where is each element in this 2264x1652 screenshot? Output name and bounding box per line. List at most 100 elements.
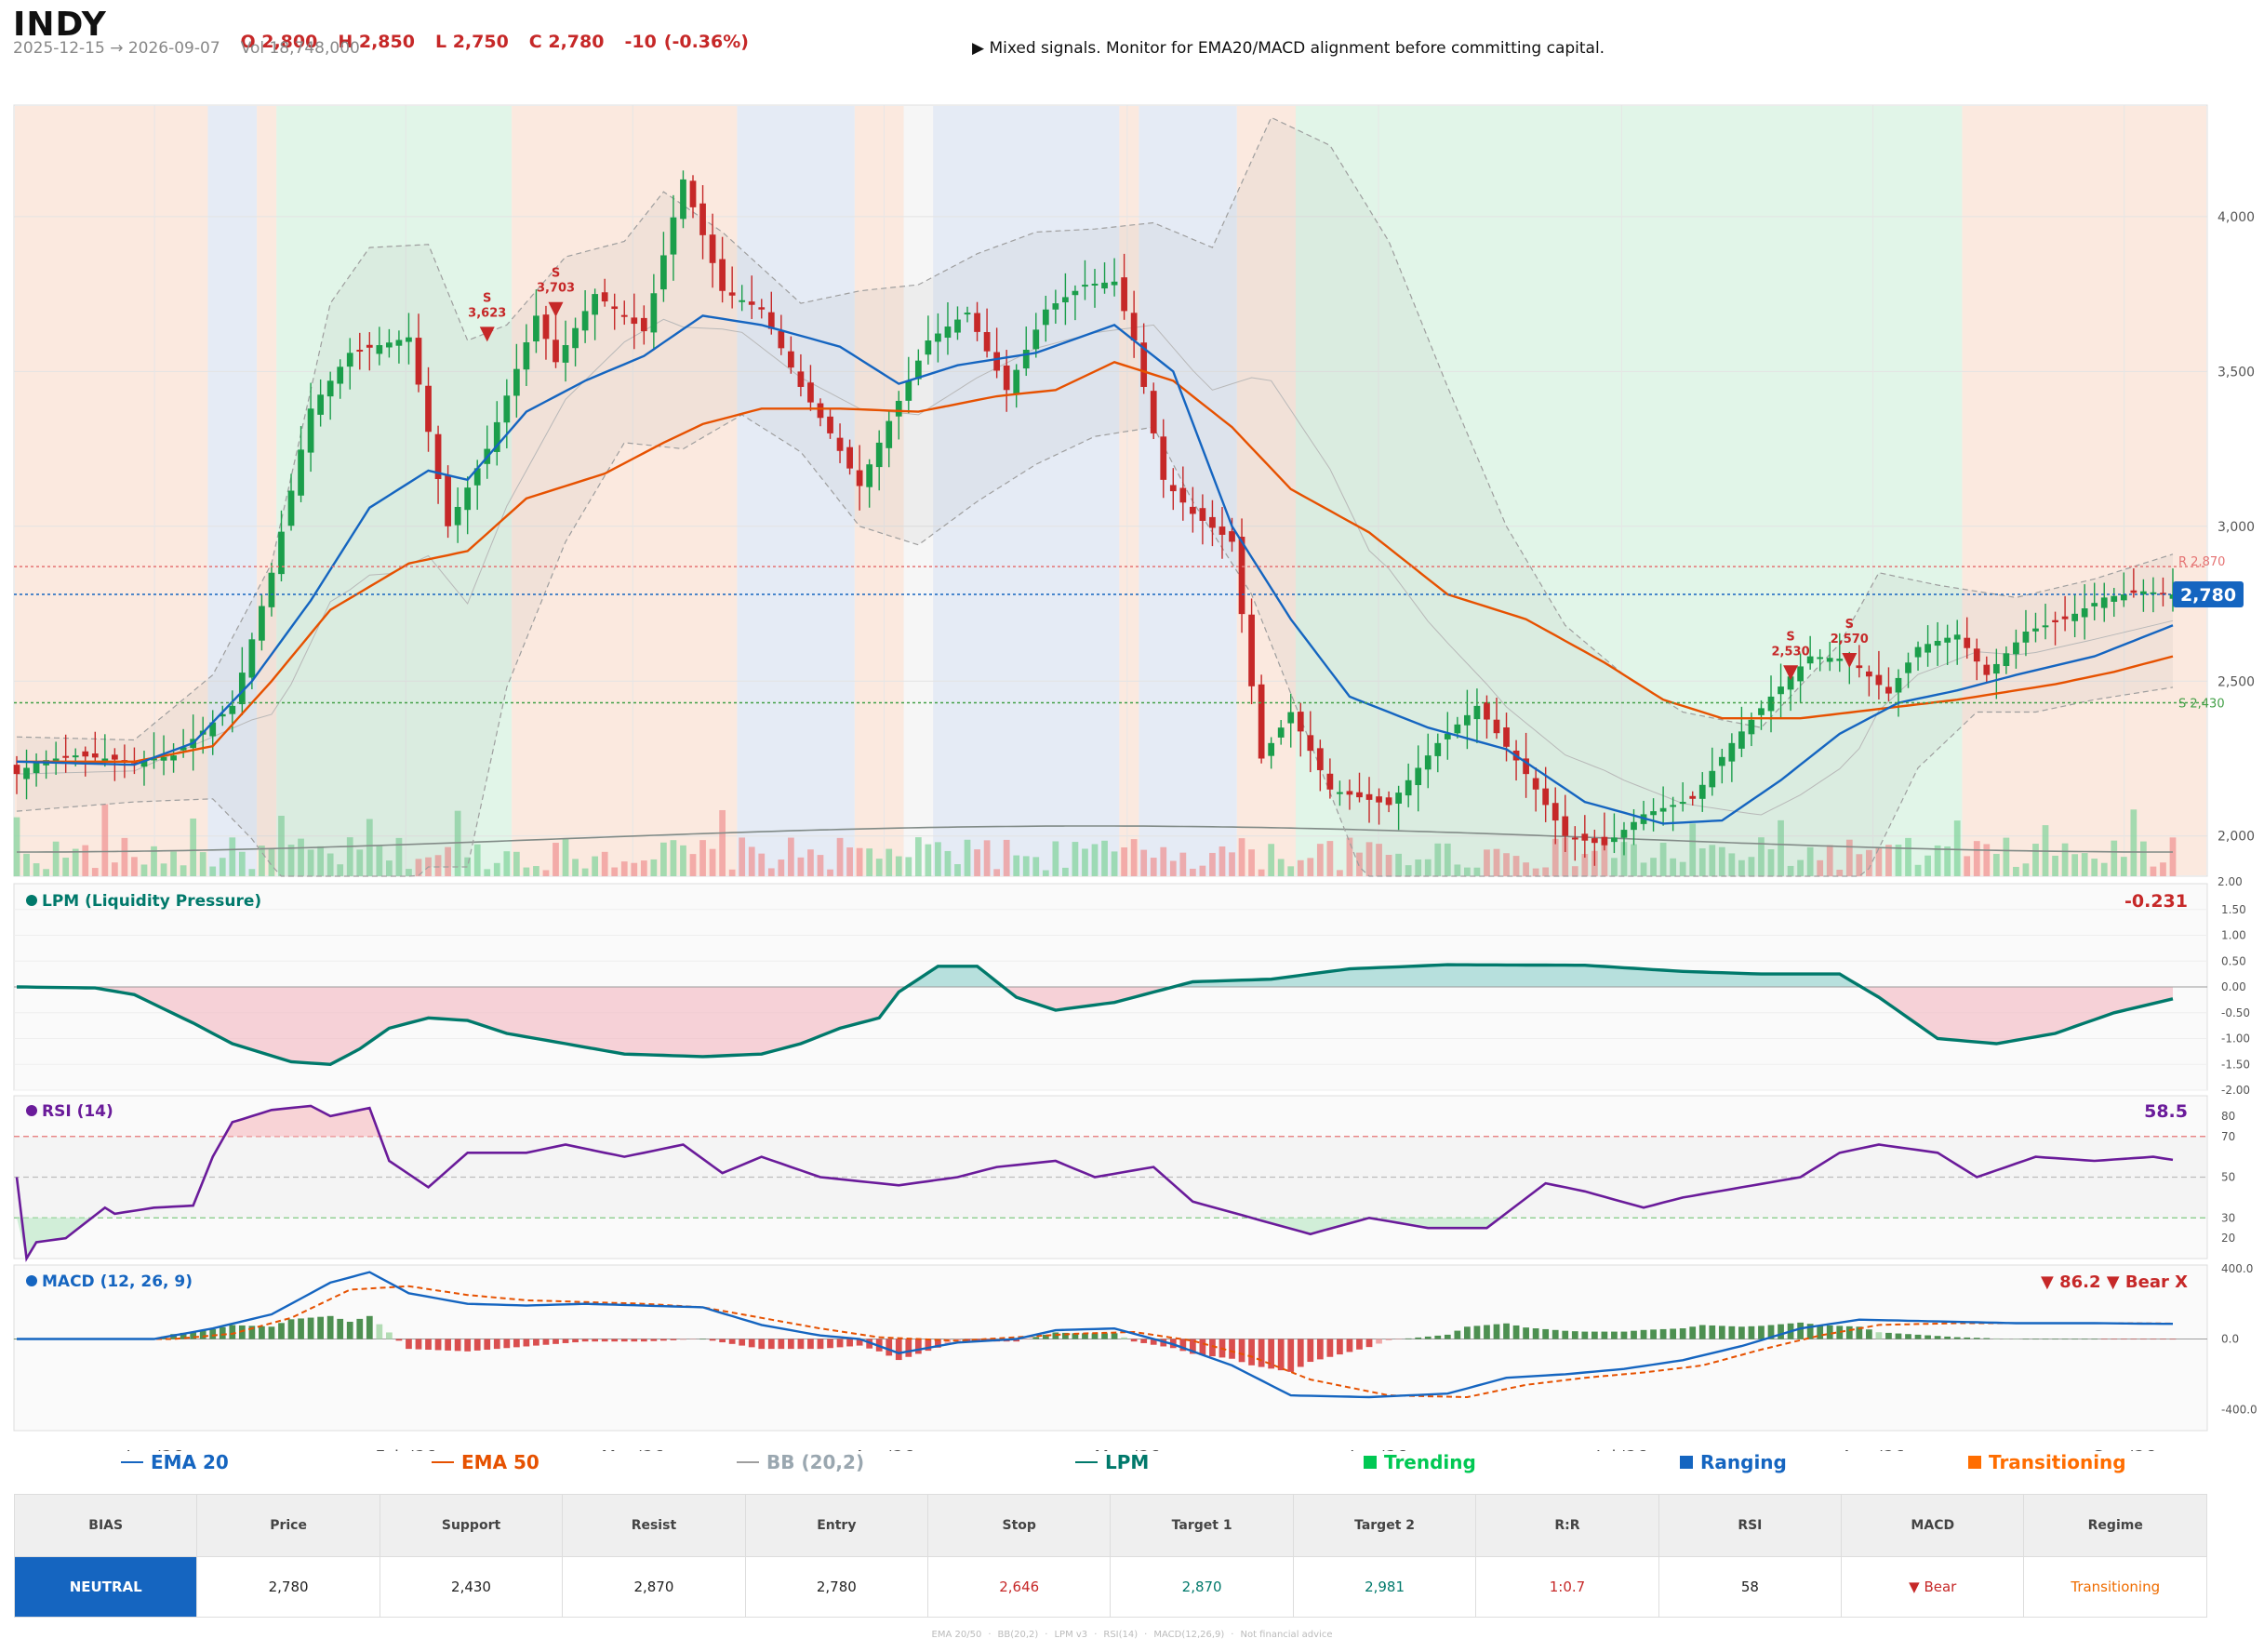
candle-body [2120,594,2127,601]
candle-body [2032,628,2039,632]
candle-body [1454,724,1461,734]
candle-body [1189,506,1196,514]
macd-histogram-bar [287,1319,295,1339]
macd-histogram-bar [689,1339,697,1340]
macd-histogram-bar [1738,1326,1745,1339]
volume-bar [1169,860,1177,876]
macd-histogram-bar [1934,1336,1941,1339]
volume-bars [13,804,2177,876]
candle-body [974,313,980,332]
candle-body [1914,646,1922,658]
volume-bar [620,861,628,876]
footer-item: EMA 20/50 [931,1630,982,1640]
volume-bar [2169,837,2177,876]
volume-bar [1022,856,1030,876]
volume-bar [670,840,677,876]
macd-histogram-bar [1415,1337,1422,1339]
macd-histogram-bar [728,1339,736,1344]
volume-bar [268,847,275,876]
candle-body [1748,719,1755,735]
volume-bar [464,857,472,876]
rsi-last-value: 58.5 [2144,1101,2188,1122]
volume-bar [1640,862,1647,876]
candle-body [1866,671,1872,677]
macd-histogram-bar [415,1339,422,1350]
volume-bar [1875,847,1883,876]
volume-bar [1160,846,1167,876]
candle-body [91,753,99,758]
candle-body [1591,838,1598,844]
macd-histogram-bar [1022,1339,1030,1340]
macd-histogram-bar [366,1315,373,1339]
macd-histogram-bar [797,1339,805,1350]
volume-bar [797,857,805,876]
macd-histogram-bar [2081,1339,2088,1340]
regime-band-trending [276,106,513,875]
volume-bar [151,846,157,876]
macd-histogram-bar [190,1331,197,1339]
volume-bar [778,859,785,876]
header-macd: MACD [1841,1494,2025,1557]
volume-bar [140,864,148,876]
macd-histogram-bar [2169,1339,2177,1340]
macd-histogram-bar [2130,1339,2137,1340]
signal-note: ▶ Mixed signals. Monitor for EMA20/MACD … [972,39,1605,58]
volume-bar [1268,844,1275,876]
volume-bar [788,837,794,876]
volume-bar [434,855,442,876]
legend-ema50-swatch [432,1461,454,1463]
candle-body [1571,837,1578,840]
lpm-tick-label: -2.00 [2221,1084,2250,1097]
macd-last-value: ▼ 86.2 ▼ Bear X [2041,1272,2188,1292]
lpm-tick-label: 1.50 [2221,903,2246,916]
candle-body [1121,277,1127,312]
macd-histogram-bar [1611,1331,1618,1339]
lpm-title: LPM (Liquidity Pressure) [42,892,261,911]
macd-histogram-bar [650,1339,658,1341]
volume-bar [954,864,961,876]
candle-body [1964,637,1971,648]
candle-body [1767,696,1775,712]
candle-body [1944,637,1951,643]
volume-bar [1964,856,1971,876]
macd-histogram-bar [542,1339,550,1345]
macd-histogram-bar [827,1339,833,1349]
macd-histogram-bar [1924,1335,1931,1339]
volume-bar [856,847,863,876]
volume-bar [523,867,530,876]
macd-histogram-bar [219,1326,226,1339]
macd-histogram-bar [581,1339,589,1342]
macd-signal-line [17,1285,2174,1399]
volume-bar [572,859,579,876]
candle-body [445,474,451,526]
value-target2: 2,981 [1292,1556,1477,1618]
volume-bar [1003,839,1010,876]
sell-signal-price: 2,530 [1772,645,1810,659]
volume-bar [1503,853,1510,876]
rsi-panel: 80 70 50 30 20 [14,1104,2235,1262]
macd-histogram-bar [1601,1331,1608,1339]
macd-histogram-bar [1659,1328,1667,1339]
volume-average-line [17,825,2173,853]
price-tick-label: 3,000 [2217,520,2255,535]
candle-body [434,433,442,480]
macd-histogram-bar [2111,1339,2118,1340]
volume-bar [1484,849,1490,876]
macd-histogram-bar [1778,1324,1784,1339]
macd-histogram-bar [1365,1339,1373,1348]
volume-bar [1571,866,1578,876]
time-tick-label: Jul '26 [1595,1447,1647,1451]
candle-body [1297,712,1304,732]
price-axis: 2,000 2,500 3,000 3,500 4,000 2.00 [2217,210,2255,888]
legend-trending-swatch [1364,1456,1377,1469]
macd-histogram-bar [1571,1331,1578,1339]
macd-histogram-bar [709,1339,716,1341]
macd-histogram-bar [611,1339,619,1342]
macd-histogram-bar [1767,1325,1775,1339]
header-bias: BIAS [13,1494,198,1557]
macd-histogram-bar [1072,1333,1079,1339]
candle-body [748,301,755,305]
candle-body [699,203,706,235]
volume-bar [259,846,265,876]
